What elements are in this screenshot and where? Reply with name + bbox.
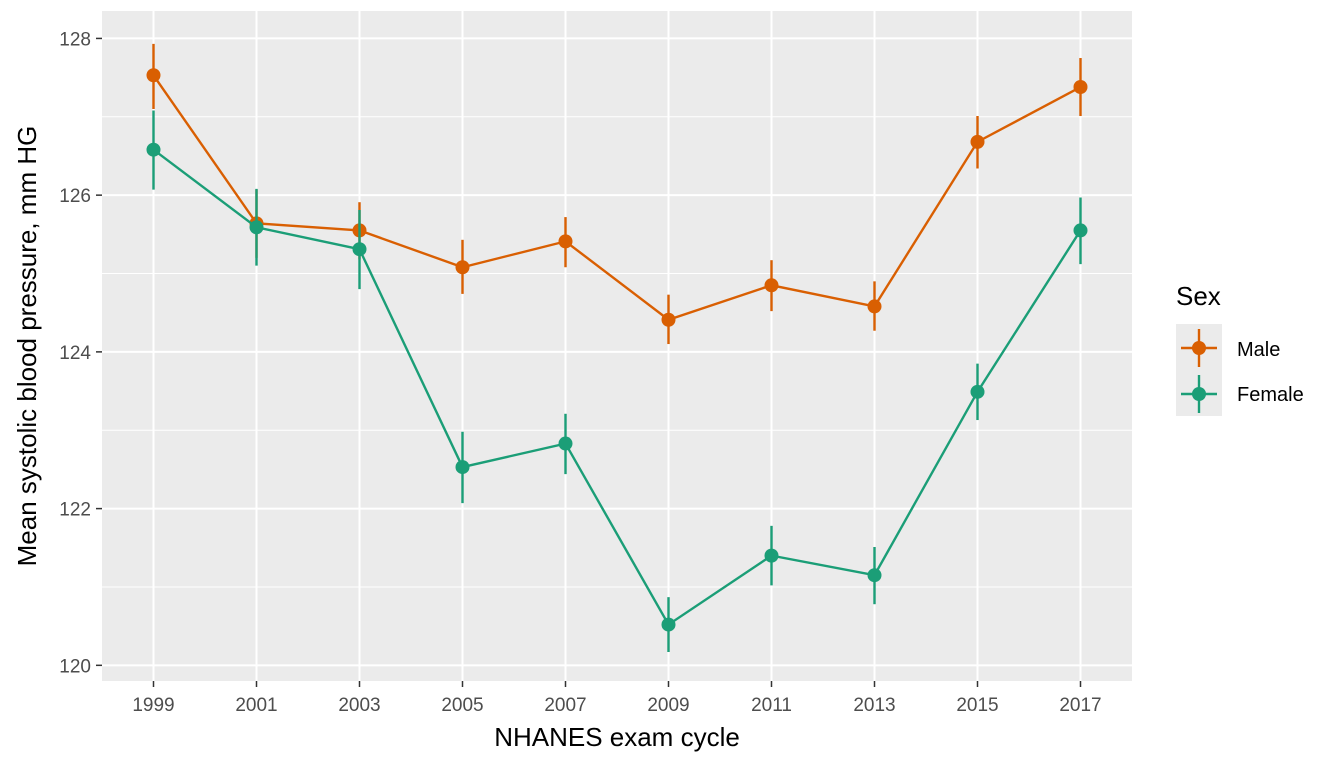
y-tick-label: 120 xyxy=(59,656,91,677)
data-point-male xyxy=(558,234,573,249)
legend-label-male: Male xyxy=(1237,339,1280,361)
y-tick-label: 124 xyxy=(59,343,91,364)
data-point-male xyxy=(1073,80,1088,95)
x-axis-title: NHANES exam cycle xyxy=(494,722,740,752)
legend-title: Sex xyxy=(1176,281,1221,311)
x-tick-label: 2007 xyxy=(544,695,586,716)
series-line-male xyxy=(152,74,1082,322)
data-point-female xyxy=(1073,223,1088,238)
x-tick-label: 2003 xyxy=(338,695,380,716)
y-tick-label: 122 xyxy=(59,500,91,521)
x-tick-label: 2011 xyxy=(751,695,792,716)
data-point-male xyxy=(146,68,161,83)
legend-keys xyxy=(1181,329,1217,413)
x-tick-label: 2009 xyxy=(647,695,689,716)
data-point-male xyxy=(764,278,779,293)
x-tick-label: 2013 xyxy=(853,695,895,716)
data-point-female xyxy=(352,242,367,257)
x-tick-label: 2017 xyxy=(1059,695,1101,716)
data-point-female xyxy=(970,384,985,399)
series-line-female xyxy=(152,148,1082,627)
data-point-male xyxy=(455,260,470,275)
legend: Sex Male Female xyxy=(1176,281,1304,416)
data-point-male xyxy=(661,312,676,327)
data-point-female xyxy=(764,548,779,563)
data-point-female xyxy=(867,568,882,583)
y-tick-label: 126 xyxy=(59,186,91,207)
x-tick-labels: 1999 2001 2003 2005 2007 2009 2011 2013 2015 2017 xyxy=(132,695,1101,716)
data-point-female xyxy=(146,142,161,157)
y-axis-title: Mean systolic blood pressure, mm HG xyxy=(12,126,42,567)
grid-major xyxy=(102,11,1132,681)
x-tick-label: 1999 xyxy=(132,695,174,716)
x-tick-label: 2015 xyxy=(956,695,998,716)
x-tick-label: 2001 xyxy=(235,695,277,716)
series-layer xyxy=(146,43,1088,653)
legend-key-point-male xyxy=(1192,341,1206,355)
axis-ticks xyxy=(96,37,1082,687)
y-tick-label: 128 xyxy=(59,29,91,50)
data-point-female xyxy=(558,436,573,451)
legend-label-female: Female xyxy=(1237,384,1304,406)
data-point-female xyxy=(249,220,264,235)
x-tick-label: 2005 xyxy=(441,695,483,716)
grid-minor xyxy=(102,116,1132,588)
legend-key-point-female xyxy=(1192,387,1206,401)
plot-panel xyxy=(102,11,1132,681)
data-point-female xyxy=(661,617,676,632)
y-tick-labels: 120 122 124 126 128 xyxy=(59,29,91,677)
data-point-male xyxy=(970,134,985,149)
data-point-female xyxy=(455,460,470,475)
data-point-male xyxy=(867,299,882,314)
